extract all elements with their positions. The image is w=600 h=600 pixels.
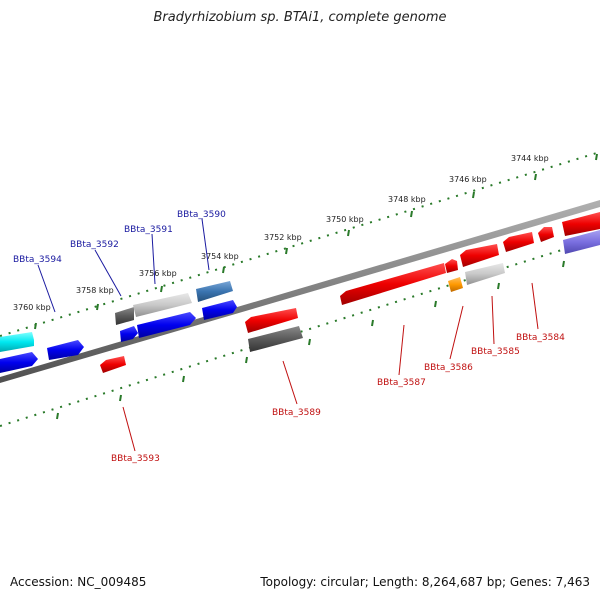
upper-major-ticks (34, 153, 598, 330)
gene-label-bottom[interactable]: BBta_3589 (272, 408, 321, 418)
gene-feature[interactable] (0, 352, 38, 373)
bottom-strand-genes (100, 227, 554, 373)
gene-feature[interactable] (100, 356, 126, 373)
gene-feature[interactable] (340, 263, 446, 305)
gene-feature[interactable] (245, 308, 298, 333)
gene-feature[interactable] (0, 332, 34, 352)
gene-feature[interactable] (538, 227, 554, 242)
gene-feature[interactable] (562, 212, 600, 236)
topology-text: Topology: circular; Length: 8,264,687 bp… (260, 575, 590, 589)
tick-label: 3750 kbp (326, 215, 364, 224)
accession-text: Accession: NC_009485 (10, 575, 147, 589)
bottom-leader-lines (122, 282, 539, 452)
gene-feature[interactable] (448, 277, 463, 292)
gene-label-top[interactable]: BBta_3592 (70, 240, 119, 250)
gene-feature[interactable] (196, 281, 233, 302)
gene-label-bottom[interactable]: BBta_3587 (377, 378, 426, 388)
top-leader-lines (37, 218, 210, 313)
gene-feature[interactable] (202, 300, 237, 320)
gene-label-bottom[interactable]: BBta_3593 (111, 454, 160, 464)
gene-feature[interactable] (137, 312, 196, 338)
gene-feature[interactable] (563, 230, 600, 254)
gene-feature[interactable] (120, 326, 138, 342)
genome-backbone (0, 200, 600, 383)
gene-feature[interactable] (503, 232, 534, 252)
gene-feature[interactable] (465, 263, 505, 285)
gene-label-bottom[interactable]: BBta_3584 (516, 333, 565, 343)
top-strand-genes (0, 212, 600, 373)
gene-feature[interactable] (248, 326, 303, 352)
gene-feature[interactable] (47, 340, 84, 360)
gene-feature[interactable] (115, 307, 134, 325)
gene-feature[interactable] (460, 244, 499, 267)
gene-label-bottom[interactable]: BBta_3585 (471, 347, 520, 357)
gene-label-top[interactable]: BBta_3590 (177, 210, 226, 220)
tick-label: 3744 kbp (511, 154, 549, 163)
tick-label: 3746 kbp (449, 175, 487, 184)
gene-feature[interactable] (133, 293, 192, 317)
tick-label: 3758 kbp (76, 286, 114, 295)
gene-label-bottom[interactable]: BBta_3586 (424, 363, 473, 373)
tick-label: 3760 kbp (13, 303, 51, 312)
tick-label: 3752 kbp (264, 233, 302, 242)
tick-label: 3748 kbp (388, 195, 426, 204)
upper-tick-track (0, 151, 600, 337)
lower-major-ticks (56, 260, 565, 420)
tick-label: 3756 kbp (139, 269, 177, 278)
gene-label-top[interactable]: BBta_3594 (13, 255, 62, 265)
gene-label-top[interactable]: BBta_3591 (124, 225, 173, 235)
genome-title: Bradyrhizobium sp. BTAi1, complete genom… (153, 10, 447, 25)
tick-label: 3754 kbp (201, 252, 239, 261)
gene-feature[interactable] (445, 259, 458, 273)
